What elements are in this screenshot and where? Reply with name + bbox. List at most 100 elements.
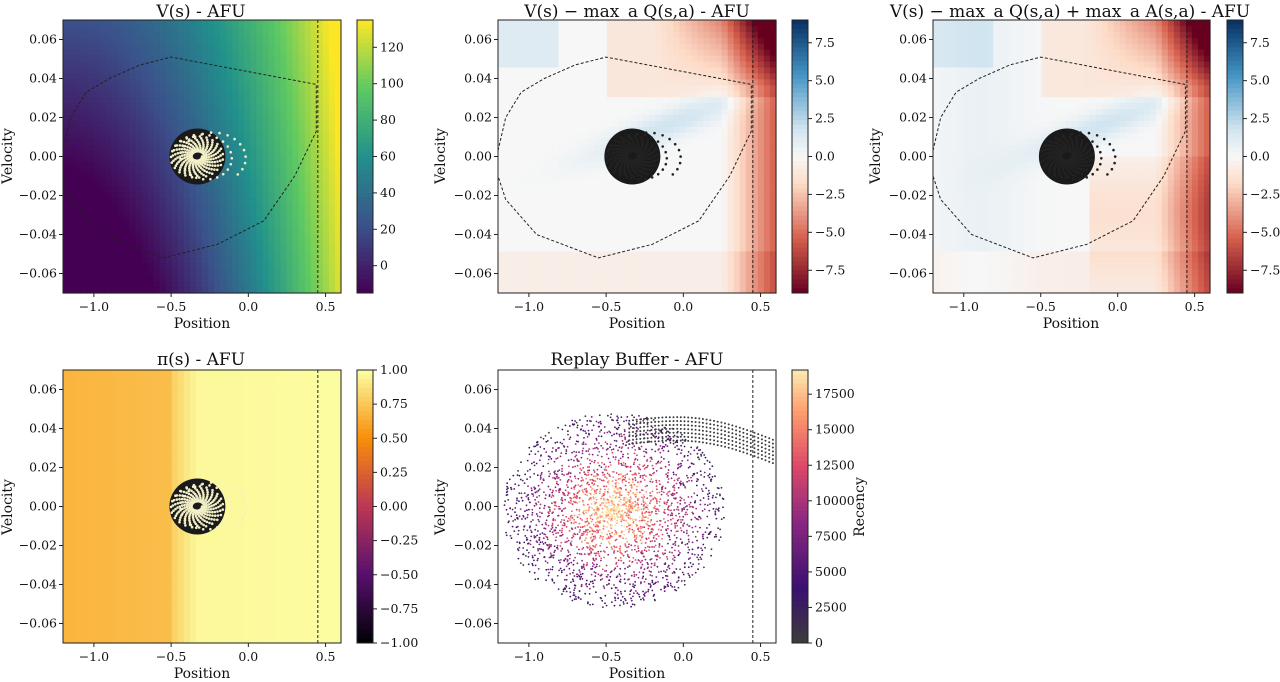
heatmap-cell (87, 85, 94, 92)
heatmap-cell (177, 43, 185, 51)
heatmap-cell (522, 73, 529, 80)
heatmap-cell (534, 168, 541, 175)
heatmap-cell (135, 233, 143, 241)
heatmap-cell (558, 281, 566, 288)
trajectory-point (229, 150, 232, 154)
heatmap-cell (129, 73, 137, 80)
heatmap-cell (244, 198, 251, 205)
heatmap-cell (238, 31, 245, 39)
heatmap-cell (183, 209, 191, 217)
heatmap-cell (250, 114, 257, 122)
heatmap-cell (769, 209, 777, 217)
trajectory-point (190, 175, 194, 179)
heatmap-cell (570, 144, 578, 152)
heatmap-cell (274, 162, 282, 169)
heatmap-cell (310, 25, 318, 33)
colorbar-segment (357, 56, 373, 62)
heatmap-cell (624, 114, 632, 122)
heatmap-cell (214, 275, 221, 282)
heatmap-cell (310, 281, 318, 288)
heatmap-cell (576, 281, 584, 288)
heatmap-cell (624, 67, 632, 75)
heatmap-cell (637, 114, 644, 122)
colorbar-segment (792, 24, 808, 30)
heatmap-cell (153, 198, 161, 205)
heatmap-cell (558, 61, 566, 69)
heatmap-cell (691, 91, 699, 98)
heatmap-cell (600, 215, 608, 223)
heatmap-cell (757, 215, 765, 223)
heatmap-cell (522, 198, 529, 205)
heatmap-cell (655, 215, 662, 223)
heatmap-cell (69, 215, 76, 223)
trajectory-point (641, 163, 644, 166)
heatmap-cell (214, 20, 221, 27)
heatmap-cell (582, 55, 590, 63)
heatmap-cell (262, 61, 270, 69)
heatmap-cell (232, 287, 239, 294)
heatmap-cell (280, 180, 288, 187)
heatmap-cell (99, 61, 106, 69)
heatmap-cell (757, 186, 765, 193)
heatmap-cell (250, 174, 257, 181)
heatmap-cell (105, 275, 112, 282)
heatmap-cell (546, 126, 553, 134)
heatmap-cell (316, 73, 324, 80)
trajectory-point (633, 135, 637, 138)
trajectory-point (636, 139, 639, 142)
heatmap-cell (498, 281, 505, 288)
heatmap-cell (552, 61, 560, 69)
heatmap-cell (286, 156, 294, 164)
heatmap-cell (177, 109, 185, 116)
heatmap-cell (226, 257, 233, 264)
heatmap-cell (709, 203, 717, 211)
heatmap-cell (498, 43, 505, 51)
heatmap-cell (697, 79, 705, 86)
heatmap-cell (171, 245, 179, 253)
heatmap-cell (262, 233, 270, 241)
heatmap-cell (673, 203, 680, 211)
heatmap-cell (673, 269, 680, 276)
heatmap-cell (250, 73, 257, 80)
trajectory-point (178, 170, 181, 174)
heatmap-cell (727, 287, 735, 294)
heatmap-cell (226, 209, 233, 217)
heatmap-cell (214, 79, 221, 86)
heatmap-cell (606, 215, 614, 223)
heatmap-cell (709, 61, 717, 69)
heatmap-cell (691, 174, 699, 181)
heatmap-cell (612, 221, 620, 229)
heatmap-cell (334, 209, 342, 217)
heatmap-cell (256, 25, 264, 33)
heatmap-cell (739, 109, 747, 116)
heatmap-cell (328, 180, 336, 187)
heatmap-cell (328, 79, 336, 86)
heatmap-cell (87, 275, 94, 282)
heatmap-cell (87, 67, 94, 75)
heatmap-cell (334, 269, 342, 276)
heatmap-cell (262, 203, 270, 211)
heatmap-cell (238, 275, 245, 282)
heatmap-cell (612, 281, 620, 288)
heatmap-cell (576, 239, 584, 247)
heatmap-cell (540, 221, 547, 229)
heatmap-cell (153, 186, 161, 193)
heatmap-cell (498, 168, 505, 175)
heatmap-cell (220, 269, 227, 276)
heatmap-cell (745, 114, 753, 122)
heatmap-cell (564, 20, 572, 27)
heatmap-cell (93, 174, 100, 181)
heatmap-cell (208, 114, 215, 122)
heatmap-cell (117, 31, 125, 39)
heatmap-cell (208, 85, 215, 92)
heatmap-cell (165, 239, 173, 247)
heatmap-cell (214, 43, 221, 51)
heatmap-cell (727, 25, 735, 33)
heatmap-cell (588, 180, 596, 187)
trajectory-point (219, 154, 222, 157)
heatmap-cell (159, 221, 167, 229)
heatmap-cell (286, 203, 294, 211)
heatmap-cell (268, 91, 276, 98)
heatmap-cell (933, 97, 940, 104)
heatmap-cell (292, 85, 300, 92)
